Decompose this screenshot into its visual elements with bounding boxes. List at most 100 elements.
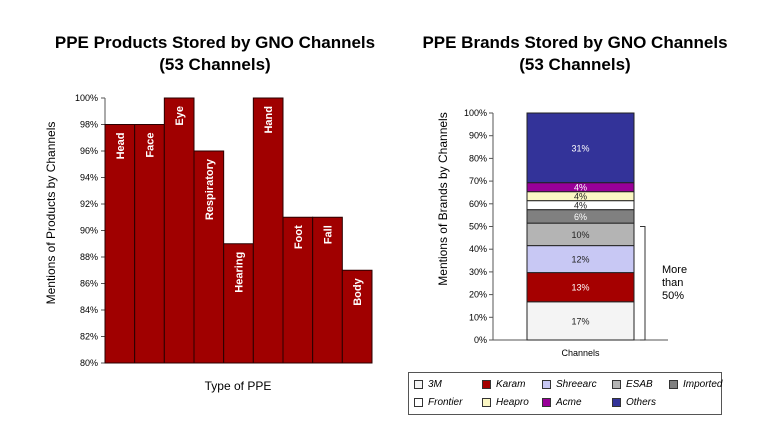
y-tick-label: 84%	[80, 305, 98, 315]
more-than-50-bracket	[640, 226, 646, 341]
y-tick-label: 0%	[474, 335, 487, 345]
segment-others	[526, 112, 635, 184]
legend-item-esab: ESAB	[612, 377, 653, 391]
legend-label: Shreearc	[556, 378, 597, 390]
bar-hearing	[223, 243, 254, 364]
y-tick-label: 10%	[469, 312, 487, 322]
x-axis-title: Type of PPE	[205, 379, 272, 393]
y-tick-label: 60%	[469, 199, 487, 209]
legend-swatch	[612, 379, 621, 389]
bar-head	[104, 124, 136, 364]
legend-swatch	[414, 397, 423, 407]
legend-label: 3M	[428, 378, 442, 390]
y-tick-label: 30%	[469, 267, 487, 277]
y-tick-label: 92%	[80, 199, 98, 209]
segment-shreearc	[526, 245, 635, 274]
bar-fall	[312, 216, 343, 364]
legend-label: Acme	[556, 396, 582, 408]
y-tick-label: 86%	[80, 279, 98, 289]
annotation-line: 50%	[662, 290, 684, 302]
ppe-products-chart: 80% 82% 84% 86% 88% 90% 92% 94% 96% 98% 100% Head Fa…	[44, 93, 373, 393]
segment-imported	[526, 209, 635, 224]
legend-item-karam: Karam	[482, 377, 525, 391]
legend-item-3m: 3M	[414, 377, 442, 391]
legend-item-acme: Acme	[542, 395, 582, 409]
right-chart-title: PPE Brands Stored by GNO Channels (53 Ch…	[405, 32, 745, 76]
legend-item-imported: Imported	[669, 377, 722, 391]
data-label-imported: 6%	[574, 212, 587, 222]
brands-legend: 3M Karam Shreearc ESAB Imported Frontier Heapr…	[408, 372, 722, 415]
y-tick-label: 98%	[80, 120, 98, 130]
bar-eye	[163, 97, 195, 364]
y-tick-label: 80%	[469, 153, 487, 163]
bar-label-eye: Eye	[174, 106, 186, 126]
legend-label: ESAB	[626, 378, 653, 390]
legend-item-shreearc: Shreearc	[542, 377, 597, 391]
data-label-esab: 10%	[571, 230, 589, 240]
segment-esab	[526, 222, 635, 247]
bar-foot	[282, 216, 314, 364]
more-than-50-annotation: More than 50%	[662, 264, 687, 302]
bar-label-hearing: Hearing	[234, 252, 246, 293]
y-tick-label: 90%	[80, 226, 98, 236]
legend-label: Karam	[496, 378, 526, 390]
bar-hand	[252, 97, 284, 364]
bar-label-head: Head	[115, 133, 127, 160]
left-chart-title-line1: PPE Products Stored by GNO Channels	[54, 33, 376, 52]
bar-label-foot: Foot	[293, 225, 305, 249]
annotation-line: than	[662, 277, 683, 289]
segment-3m	[526, 301, 635, 341]
legend-item-frontier: Frontier	[414, 395, 462, 409]
y-tick-label: 96%	[80, 146, 98, 156]
y-tick-label: 80%	[80, 358, 98, 368]
annotation-line: More	[662, 264, 687, 276]
y-tick-label: 40%	[469, 244, 487, 254]
segment-karam	[526, 272, 635, 303]
y-tick-label: 90%	[469, 131, 487, 141]
legend-swatch	[542, 379, 551, 389]
bar-label-fall: Fall	[323, 225, 335, 244]
bar-label-respiratory: Respiratory	[204, 158, 216, 220]
data-label-acme: 4%	[574, 183, 587, 193]
y-tick-label: 82%	[80, 332, 98, 342]
right-chart-subtitle: (53 Channels)	[519, 55, 631, 74]
legend-label: Frontier	[428, 396, 463, 408]
legend-label: Imported	[683, 378, 723, 390]
y-tick-label: 100%	[75, 93, 98, 103]
x-tick-label: Channels	[561, 348, 600, 358]
data-label-others: 31%	[571, 143, 589, 153]
segment-acme	[526, 182, 635, 193]
legend-swatch	[482, 379, 491, 389]
legend-item-heapro: Heapro	[482, 395, 529, 409]
data-label-karam: 13%	[571, 283, 589, 293]
y-tick-label: 88%	[80, 252, 98, 262]
y-tick-label: 94%	[80, 173, 98, 183]
y-tick-label: 20%	[469, 290, 487, 300]
data-label-heapro: 4%	[574, 192, 587, 202]
legend-swatch	[542, 397, 551, 407]
bar-body	[341, 269, 373, 364]
bar-label-hand: Hand	[263, 106, 275, 134]
y-tick-label: 70%	[469, 176, 487, 186]
data-label-3m: 17%	[571, 316, 589, 326]
bar-face	[134, 124, 165, 364]
segment-heapro	[526, 191, 635, 202]
segment-frontier	[526, 200, 635, 211]
legend-swatch	[669, 379, 678, 389]
bar-label-face: Face	[145, 133, 157, 158]
legend-swatch	[612, 397, 621, 407]
y-axis-title: Mentions of Products by Channels	[44, 122, 58, 305]
right-chart-title-line1: PPE Brands Stored by GNO Channels	[422, 33, 728, 52]
data-label-shreearc: 12%	[571, 255, 589, 265]
legend-label: Heapro	[496, 396, 529, 408]
legend-swatch	[482, 397, 491, 407]
y-axis-title: Mentions of Brands by Channels	[436, 112, 450, 285]
legend-label: Others	[626, 396, 657, 408]
bar-label-body: Body	[352, 277, 364, 305]
left-chart-subtitle: (53 Channels)	[159, 55, 271, 74]
y-tick-label: 50%	[469, 222, 487, 232]
y-tick-label: 100%	[464, 108, 487, 118]
left-chart-title: PPE Products Stored by GNO Channels (53 …	[30, 32, 400, 76]
data-label-frontier: 4%	[574, 201, 587, 211]
legend-item-others: Others	[612, 395, 656, 409]
